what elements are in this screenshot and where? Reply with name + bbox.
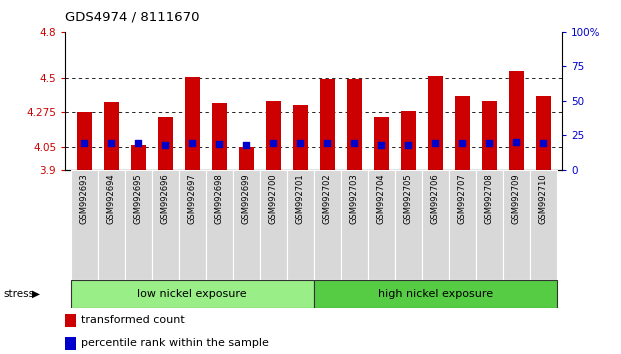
FancyBboxPatch shape <box>448 170 476 280</box>
Bar <box>292 105 307 170</box>
Text: stress: stress <box>3 289 34 299</box>
Bar <box>76 112 91 170</box>
FancyBboxPatch shape <box>368 170 394 280</box>
Bar <box>455 96 469 170</box>
Text: GSM992698: GSM992698 <box>215 173 224 224</box>
Text: GSM992701: GSM992701 <box>296 173 305 224</box>
Point <box>241 143 251 148</box>
Point <box>79 140 89 146</box>
FancyBboxPatch shape <box>476 170 502 280</box>
Text: GSM992693: GSM992693 <box>79 173 89 224</box>
FancyBboxPatch shape <box>152 170 179 280</box>
Text: GSM992697: GSM992697 <box>188 173 197 224</box>
Point <box>187 140 197 146</box>
Point <box>376 142 386 147</box>
Point <box>160 142 170 147</box>
Point <box>268 140 278 146</box>
Text: GSM992710: GSM992710 <box>538 173 548 224</box>
Point <box>484 140 494 146</box>
Text: GDS4974 / 8111670: GDS4974 / 8111670 <box>65 11 200 24</box>
FancyBboxPatch shape <box>530 170 556 280</box>
FancyBboxPatch shape <box>71 280 314 308</box>
Text: GSM992705: GSM992705 <box>404 173 412 224</box>
Text: low nickel exposure: low nickel exposure <box>137 289 247 299</box>
Point <box>430 140 440 146</box>
Text: GSM992699: GSM992699 <box>242 173 251 224</box>
Bar <box>238 147 253 170</box>
Text: percentile rank within the sample: percentile rank within the sample <box>81 338 269 348</box>
FancyBboxPatch shape <box>314 280 556 308</box>
FancyBboxPatch shape <box>394 170 422 280</box>
Point <box>457 140 467 146</box>
Text: GSM992704: GSM992704 <box>376 173 386 224</box>
FancyBboxPatch shape <box>71 170 97 280</box>
Text: GSM992706: GSM992706 <box>430 173 440 224</box>
FancyBboxPatch shape <box>314 170 340 280</box>
Text: GSM992707: GSM992707 <box>458 173 466 224</box>
FancyBboxPatch shape <box>206 170 233 280</box>
Bar <box>266 101 281 170</box>
Bar <box>65 337 76 350</box>
Bar <box>320 79 335 170</box>
Point <box>322 140 332 146</box>
Bar <box>347 79 361 170</box>
Bar <box>130 145 145 170</box>
Point <box>295 140 305 146</box>
Point <box>106 140 116 146</box>
Text: GSM992695: GSM992695 <box>134 173 143 224</box>
Bar <box>374 117 389 170</box>
Point <box>214 141 224 147</box>
Bar <box>509 71 524 170</box>
Bar <box>104 102 119 170</box>
Text: GSM992703: GSM992703 <box>350 173 358 224</box>
Text: GSM992708: GSM992708 <box>484 173 494 224</box>
FancyBboxPatch shape <box>179 170 206 280</box>
Bar <box>184 77 199 170</box>
FancyBboxPatch shape <box>502 170 530 280</box>
Text: GSM992700: GSM992700 <box>269 173 278 224</box>
FancyBboxPatch shape <box>422 170 448 280</box>
Point <box>349 140 359 146</box>
Point <box>511 139 521 144</box>
Bar <box>212 103 227 170</box>
Text: GSM992709: GSM992709 <box>512 173 520 224</box>
Text: transformed count: transformed count <box>81 315 185 325</box>
Text: GSM992694: GSM992694 <box>107 173 116 224</box>
FancyBboxPatch shape <box>233 170 260 280</box>
Point <box>133 140 143 146</box>
Text: ▶: ▶ <box>32 289 40 299</box>
Bar <box>158 117 173 170</box>
Bar <box>536 96 551 170</box>
Text: GSM992702: GSM992702 <box>322 173 332 224</box>
FancyBboxPatch shape <box>287 170 314 280</box>
Point <box>538 140 548 146</box>
FancyBboxPatch shape <box>125 170 152 280</box>
Bar <box>482 101 497 170</box>
Bar <box>401 111 415 170</box>
Bar <box>428 76 443 170</box>
Text: high nickel exposure: high nickel exposure <box>378 289 492 299</box>
FancyBboxPatch shape <box>340 170 368 280</box>
FancyBboxPatch shape <box>97 170 125 280</box>
Point <box>403 142 413 147</box>
FancyBboxPatch shape <box>260 170 287 280</box>
Text: GSM992696: GSM992696 <box>161 173 170 224</box>
Bar <box>65 314 76 327</box>
